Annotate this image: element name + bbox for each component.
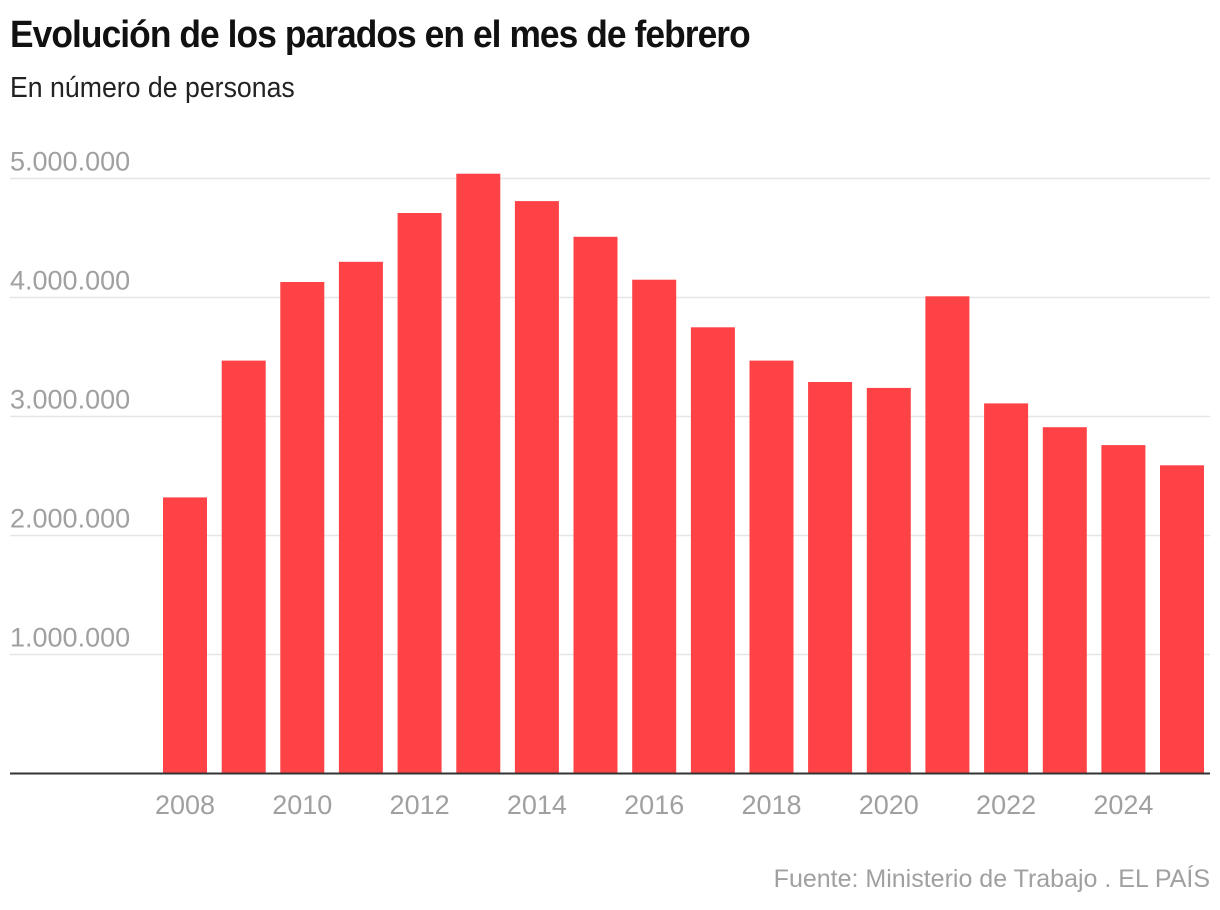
y-tick-label: 4.000.000 <box>10 266 130 296</box>
y-tick-label: 5.000.000 <box>10 147 130 177</box>
x-tick-label: 2018 <box>741 790 801 820</box>
bar-2017 <box>690 327 735 774</box>
y-tick-label: 1.000.000 <box>10 623 130 653</box>
bar-2020 <box>866 387 911 774</box>
x-axis-ticks: 2008 2010 2012 2014 2016 2018 2020 2022 2024 <box>155 790 1153 820</box>
bar-2015 <box>573 236 618 774</box>
bar-2010 <box>280 282 325 774</box>
source-note: Fuente: Ministerio de Trabajo . EL PAÍS <box>773 865 1210 893</box>
bar-2025 <box>1160 465 1204 774</box>
bar-2022 <box>984 403 1029 774</box>
bar-2011 <box>338 261 383 774</box>
x-tick-label: 2012 <box>390 790 450 820</box>
x-tick-label: 2010 <box>272 790 332 820</box>
y-axis-ticks: 1.000.000 2.000.000 3.000.000 4.000.000 5.00… <box>10 147 130 653</box>
bars <box>163 173 1204 774</box>
bar-2013 <box>456 173 501 774</box>
x-tick-label: 2014 <box>507 790 567 820</box>
y-tick-label: 2.000.000 <box>10 504 130 534</box>
chart-title: Evolución de los parados en el mes de fe… <box>10 14 751 56</box>
bar-2008 <box>163 497 207 774</box>
bar-2014 <box>514 201 559 774</box>
bar-2019 <box>808 382 853 774</box>
x-tick-label: 2016 <box>624 790 684 820</box>
bar-2021 <box>925 296 970 774</box>
bar-2016 <box>632 279 677 774</box>
x-tick-label: 2008 <box>155 790 215 820</box>
chart-subtitle: En número de personas <box>10 72 295 104</box>
y-tick-label: 3.000.000 <box>10 385 130 415</box>
bar-2024 <box>1101 445 1146 774</box>
bar-2018 <box>749 360 794 774</box>
bar-2023 <box>1042 427 1087 774</box>
x-tick-label: 2022 <box>976 790 1036 820</box>
bar-2009 <box>221 360 266 774</box>
bar-2012 <box>397 213 442 774</box>
x-tick-label: 2020 <box>859 790 919 820</box>
x-tick-label: 2024 <box>1093 790 1153 820</box>
